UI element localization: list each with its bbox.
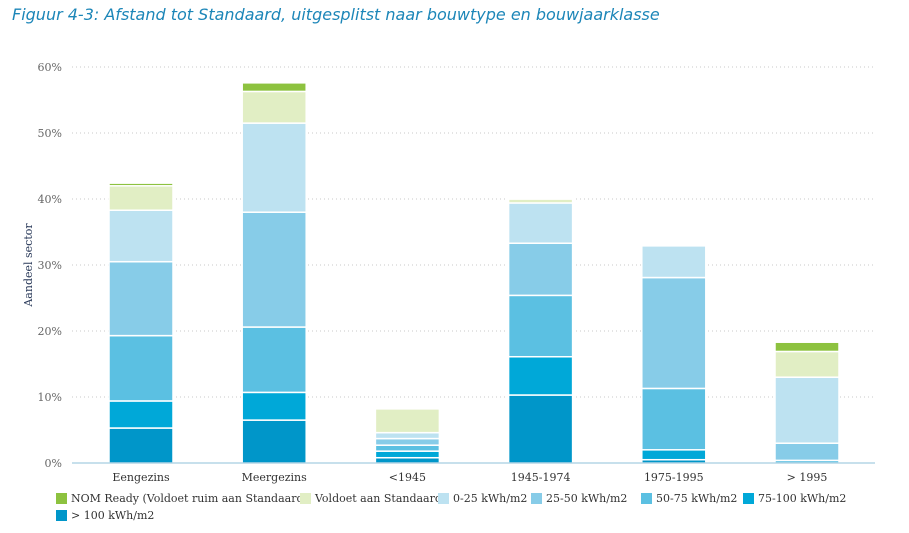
y-tick-label: 30% — [38, 259, 62, 272]
bar-segment — [507, 196, 574, 200]
bar-segment — [641, 276, 707, 390]
legend-item: 0-25 kWh/m2 — [438, 492, 527, 505]
legend-item: > 100 kWh/m2 — [56, 509, 154, 522]
bar-segment — [507, 394, 574, 464]
legend-label: > 100 kWh/m2 — [71, 509, 154, 522]
x-tick-label: Eengezins — [112, 471, 170, 484]
legend-swatch — [641, 493, 652, 504]
legend-swatch — [743, 493, 754, 504]
x-tick-label: Meergezins — [242, 471, 307, 484]
legend-item: 75-100 kWh/m2 — [743, 492, 846, 505]
bar-segment — [374, 456, 441, 464]
y-tick-label: 60% — [38, 61, 62, 74]
bar-segment — [241, 90, 307, 124]
legend-item: 50-75 kWh/m2 — [641, 492, 737, 505]
legend-swatch — [531, 493, 542, 504]
bars — [108, 82, 840, 464]
x-tick-labels: Eengezins Meergezins <1945 1945-1974 1975-19… — [112, 471, 827, 484]
bar-stack — [241, 82, 307, 464]
bar-segment — [507, 242, 574, 297]
bar-segment — [774, 442, 840, 462]
bar-stack — [108, 182, 174, 464]
legend-item: Voldoet aan Standaard — [300, 492, 442, 505]
bar-segment — [108, 427, 174, 464]
legend-label: NOM Ready (Voldoet ruim aan Standaard) — [71, 492, 308, 505]
bar-segment — [641, 449, 707, 461]
y-axis-label: Aandeel sector — [22, 223, 35, 308]
bar-stack — [507, 196, 574, 464]
bar-segment — [374, 450, 441, 459]
bar-segment — [641, 245, 707, 279]
bar-stack — [641, 245, 707, 464]
bar-segment — [241, 326, 307, 394]
y-tick-labels: 0% 10% 20% 30% 40% 50% 60% — [38, 61, 62, 470]
y-tick-label: 20% — [38, 325, 62, 338]
bar-segment — [774, 376, 840, 444]
x-tick-label: 1975-1995 — [644, 471, 704, 484]
bar-segment — [108, 185, 174, 211]
y-tick-label: 50% — [38, 127, 62, 140]
bar-segment — [108, 400, 174, 429]
bar-segment — [374, 408, 441, 434]
bar-segment — [774, 341, 840, 353]
legend-label: 25-50 kWh/m2 — [546, 492, 627, 505]
bar-segment — [108, 182, 174, 187]
bar-stack — [774, 341, 840, 464]
bar-segment — [374, 444, 441, 452]
x-tick-label: 1945-1974 — [511, 471, 571, 484]
bar-segment — [507, 355, 574, 396]
bar-segment — [241, 82, 307, 93]
legend-swatch — [438, 493, 449, 504]
bar-segment — [241, 122, 307, 213]
bar-segment — [241, 419, 307, 464]
x-tick-label: > 1995 — [787, 471, 828, 484]
legend-item: NOM Ready (Voldoet ruim aan Standaard) — [56, 492, 308, 505]
legend-swatch — [300, 493, 311, 504]
figure-title: Figuur 4-3: Afstand tot Standaard, uitge… — [12, 5, 660, 24]
bar-segment — [374, 431, 441, 440]
legend: NOM Ready (Voldoet ruim aan Standaard) Vo… — [56, 492, 846, 522]
x-tick-label: <1945 — [389, 471, 426, 484]
y-tick-label: 10% — [38, 391, 62, 404]
legend-label: 75-100 kWh/m2 — [758, 492, 846, 505]
legend-label: Voldoet aan Standaard — [314, 492, 442, 505]
bar-segment — [108, 209, 174, 263]
legend-swatch — [56, 510, 67, 521]
bar-segment — [641, 387, 707, 451]
legend-label: 50-75 kWh/m2 — [656, 492, 737, 505]
bar-segment — [774, 350, 840, 378]
bar-segment — [108, 260, 174, 337]
legend-swatch — [56, 493, 67, 504]
bar-segment — [241, 391, 307, 421]
bar-segment — [507, 202, 574, 244]
gridlines — [72, 66, 875, 398]
y-tick-label: 0% — [45, 457, 62, 470]
y-tick-label: 40% — [38, 193, 62, 206]
bar-segment — [241, 211, 307, 328]
legend-label: 0-25 kWh/m2 — [453, 492, 527, 505]
bar-segment — [507, 294, 574, 358]
bar-segment — [108, 334, 174, 402]
bar-stack — [374, 408, 441, 464]
bar-segment — [374, 437, 441, 446]
legend-item: 25-50 kWh/m2 — [531, 492, 627, 505]
